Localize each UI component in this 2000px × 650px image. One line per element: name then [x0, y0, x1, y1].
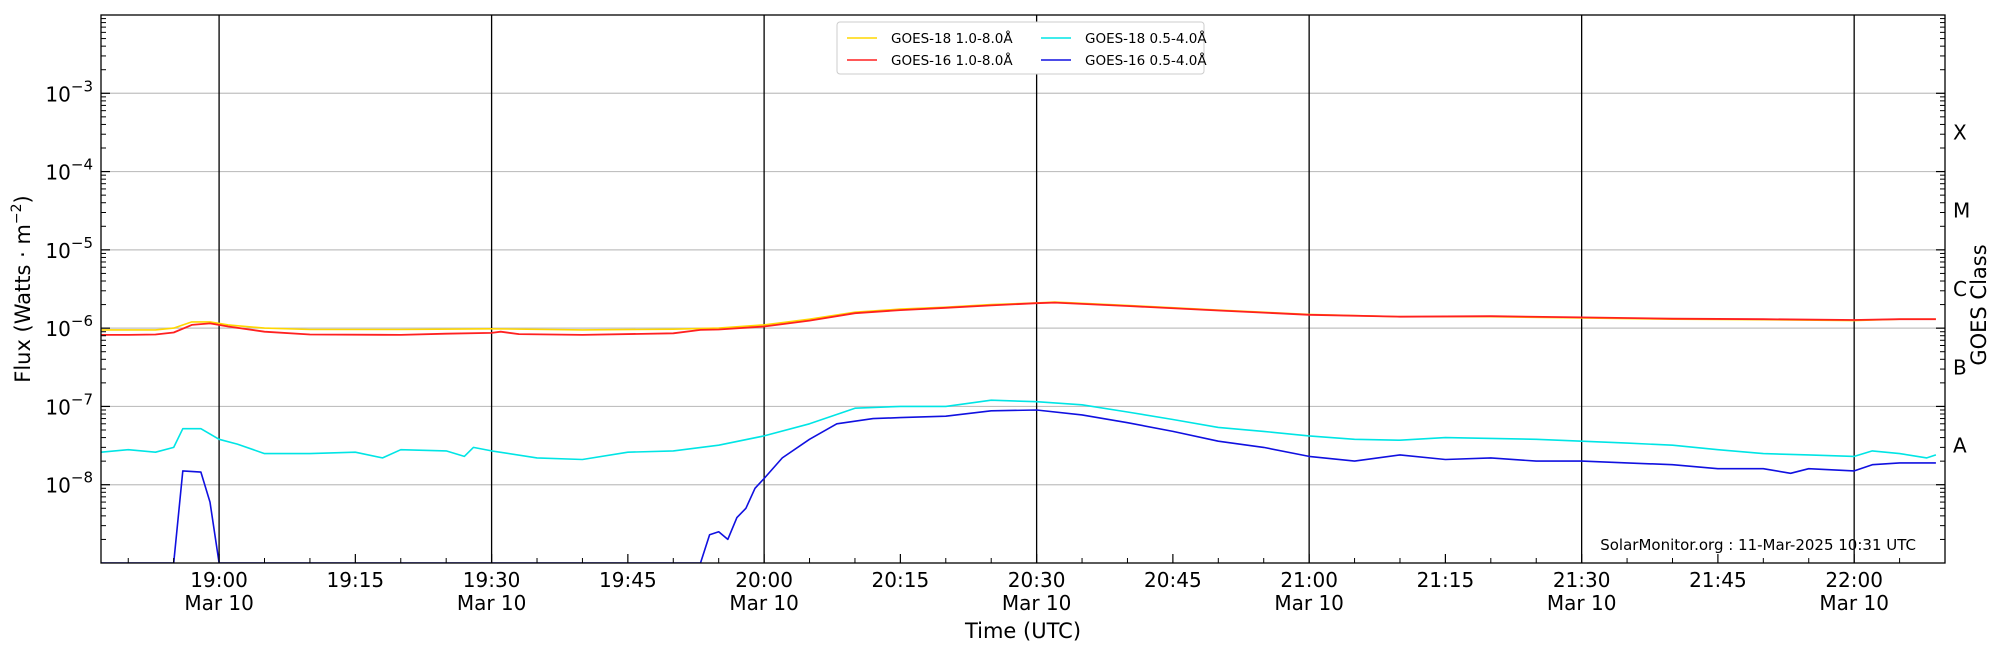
credit-text: SolarMonitor.org : 11-Mar-2025 10:31 UTC: [1600, 536, 1916, 554]
x-tick-label: 21:00: [1280, 568, 1338, 592]
x-tick-label: 20:15: [872, 568, 930, 592]
legend-box: [836, 21, 1205, 75]
y-tick-base: 10: [45, 395, 70, 419]
x-tick-label: 19:00: [190, 568, 248, 592]
x-tick-label: 21:15: [1417, 568, 1475, 592]
goes-class-label: C: [1953, 277, 1967, 301]
x-tick-date-label: Mar 10: [1547, 591, 1617, 615]
x-tick-label: 19:45: [599, 568, 657, 592]
y-axis-title-exponent: −2: [9, 203, 25, 224]
x-tick-date-label: Mar 10: [1819, 591, 1889, 615]
y-axis-title: Flux (Watts · m−2): [9, 195, 35, 383]
y-tick-label: 10−5: [45, 234, 93, 263]
y-tick-exponent: −4: [71, 156, 93, 174]
series-line-1: [101, 301, 1936, 331]
legend-label: GOES-18 0.5-4.0Å: [1085, 30, 1207, 47]
x-tick-label: 19:30: [463, 568, 521, 592]
y-tick-exponent: −3: [71, 77, 93, 95]
x-tick-label: 22:00: [1825, 568, 1883, 592]
x-tick-label: 21:45: [1689, 568, 1747, 592]
tick-layer: [101, 18, 1946, 563]
series-line-2: [101, 301, 1936, 336]
y-tick-label: 10−3: [45, 77, 93, 106]
x-tick-label: 19:15: [327, 568, 385, 592]
y-tick-base: 10: [45, 239, 70, 263]
y-tick-label: 10−6: [45, 312, 93, 341]
legend-label: GOES-18 1.0-8.0Å: [891, 30, 1013, 47]
goes-class-axis-title: GOES Class: [1967, 244, 1991, 365]
legend-label: GOES-16 1.0-8.0Å: [891, 52, 1013, 69]
y-tick-exponent: −6: [71, 312, 93, 330]
y-tick-label: 10−8: [45, 469, 93, 498]
plot-frame: [100, 14, 1946, 564]
y-tick-exponent: −7: [71, 390, 93, 408]
y-tick-base: 10: [45, 474, 70, 498]
x-tick-date-label: Mar 10: [1274, 591, 1344, 615]
series-line-4: [101, 409, 1936, 563]
x-tick-label: 21:30: [1553, 568, 1611, 592]
goes-class-label: B: [1953, 355, 1967, 379]
y-tick-label: 10−4: [45, 156, 93, 185]
x-tick-date-label: Mar 10: [184, 591, 254, 615]
series-line-3: [101, 399, 1937, 461]
x-tick-label: 20:30: [1008, 568, 1066, 592]
y-tick-base: 10: [45, 317, 70, 341]
y-axis-title-base: Flux (Watts · m: [11, 224, 35, 383]
x-tick-date-label: Mar 10: [1002, 591, 1072, 615]
x-tick-date-label: Mar 10: [457, 591, 527, 615]
y-tick-base: 10: [45, 82, 70, 106]
x-tick-date-label: Mar 10: [729, 591, 799, 615]
legend: GOES-18 1.0-8.0Å GOES-16 1.0-8.0Å GOES-18 …: [836, 21, 1207, 75]
y-tick-base: 10: [45, 161, 70, 185]
y-axis-title-tail: ): [11, 195, 35, 203]
x-axis-title: Time (UTC): [964, 619, 1081, 643]
y-tick-exponent: −5: [71, 234, 93, 252]
goes-class-label: X: [1953, 120, 1967, 144]
y-tick-label: 10−7: [45, 390, 93, 419]
legend-label: GOES-16 0.5-4.0Å: [1085, 52, 1207, 69]
goes-class-label: M: [1953, 199, 1970, 223]
y-tick-exponent: −8: [71, 469, 93, 487]
x-tick-label: 20:00: [735, 568, 793, 592]
grid-layer: [101, 15, 1945, 563]
x-tick-label: 20:45: [1144, 568, 1202, 592]
series-layer: [101, 301, 1937, 563]
goes-class-label: A: [1953, 434, 1967, 458]
